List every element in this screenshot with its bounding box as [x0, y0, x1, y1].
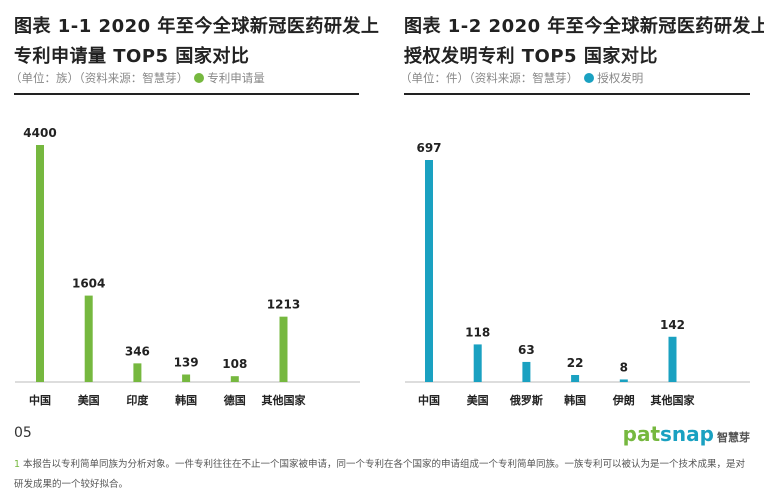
data-label: 4400 — [23, 126, 56, 140]
footnote-text: 本报告以专利简单同族为分析对象。一件专利往往在不止一个国家被申请，同一个专利在各… — [14, 459, 746, 490]
data-label: 8 — [620, 360, 628, 374]
data-label: 108 — [222, 357, 247, 371]
category-label: 其他国家 — [262, 393, 307, 407]
category-label: 伊朗 — [612, 393, 635, 407]
bar — [182, 374, 191, 382]
bar — [473, 344, 482, 382]
bar — [571, 374, 580, 382]
category-label: 美国 — [78, 393, 100, 407]
data-label: 142 — [660, 318, 685, 332]
logo-cn: 智慧芽 — [717, 431, 750, 444]
footnote-number: 1 — [14, 459, 21, 470]
bar — [668, 336, 677, 382]
data-label: 346 — [125, 344, 150, 358]
category-label: 韩国 — [564, 393, 586, 407]
category-label: 德国 — [223, 393, 246, 407]
data-label: 1604 — [72, 277, 105, 291]
chart1-subtitle: （单位：族）（资料来源：智慧芽） 专利申请量 — [10, 70, 265, 86]
logo-part: snap — [660, 422, 714, 446]
bar — [36, 145, 44, 382]
category-label: 中国 — [418, 393, 440, 407]
category-label: 其他国家 — [651, 393, 696, 407]
data-label: 697 — [416, 141, 441, 155]
category-label: 中国 — [29, 393, 51, 407]
source: （资料来源：智慧芽） — [79, 71, 189, 85]
divider — [404, 93, 750, 95]
bar — [84, 295, 93, 382]
legend-dot-icon — [194, 73, 205, 83]
category-label: 印度 — [126, 393, 149, 407]
data-label: 22 — [567, 356, 584, 370]
divider — [14, 93, 359, 95]
unit: （单位：件） — [400, 71, 469, 85]
chart2-title-line2: 授权发明专利 TOP5 国家对比 — [404, 46, 658, 67]
data-label: 118 — [465, 325, 490, 339]
category-label: 俄罗斯 — [509, 393, 543, 407]
chart1-title-line1: 图表 1-1 2020 年至今全球新冠医药研发上 — [14, 16, 380, 37]
bar — [279, 316, 288, 382]
bar-charts: 4400 中国 1604 美国 346 印度 139 韩国 108 德国 1213 其他国家 697 中国… — [15, 126, 750, 407]
category-label: 美国 — [467, 393, 489, 407]
bar — [425, 160, 433, 382]
bar — [133, 363, 142, 382]
page-number: 05 — [14, 425, 32, 441]
logo-part: pat — [622, 422, 661, 446]
bar — [619, 379, 628, 382]
bar — [230, 376, 239, 382]
legend-dot-icon — [584, 73, 595, 83]
source: （资料来源：智慧芽） — [469, 71, 579, 85]
legend-label: 授权发明 — [597, 71, 644, 85]
chart1-title-line2: 专利申请量 TOP5 国家对比 — [14, 46, 250, 67]
legend-label: 专利申请量 — [207, 71, 265, 85]
chart2-title-line1: 图表 1-2 2020 年至今全球新冠医药研发上 — [404, 16, 764, 37]
category-label: 韩国 — [175, 393, 197, 407]
bar — [522, 361, 531, 382]
data-label: 63 — [518, 343, 535, 357]
data-label: 1213 — [267, 298, 300, 312]
unit: （单位：族） — [10, 71, 79, 85]
footnote: 1 本报告以专利简单同族为分析对象。一件专利往往在不止一个国家被申请，同一个专利在… — [14, 455, 754, 495]
data-label: 139 — [174, 356, 199, 370]
chart2-subtitle: （单位：件）（资料来源：智慧芽） 授权发明 — [400, 70, 643, 86]
patsnap-logo: patsnap 智慧芽 — [623, 422, 750, 446]
